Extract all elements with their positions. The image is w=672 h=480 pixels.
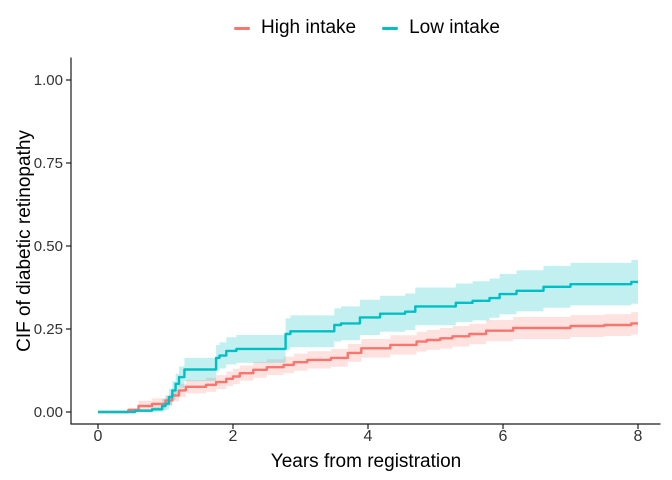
y-tick-label: 0.75: [34, 155, 63, 172]
y-tick-label: 0.25: [34, 321, 63, 338]
y-tick-label: 1.00: [34, 72, 63, 89]
x-axis-title: Years from registration: [270, 451, 462, 472]
confidence-band-high-intake: [98, 312, 638, 412]
x-tick-label: 6: [499, 428, 508, 445]
x-tick-label: 2: [229, 428, 238, 445]
cif-curve-low-intake: [98, 280, 638, 414]
y-axis-title: CIF of diabetic retinopathy: [14, 130, 35, 352]
x-tick-label: 4: [364, 428, 373, 445]
confidence-band-low-intake: [98, 259, 638, 412]
y-tick-label: 0.50: [34, 238, 63, 255]
y-tick-label: 0.00: [34, 404, 63, 421]
cif-curve-high-intake: [98, 322, 638, 414]
x-tick-label: 0: [94, 428, 103, 445]
x-tick-label: 8: [634, 428, 643, 445]
